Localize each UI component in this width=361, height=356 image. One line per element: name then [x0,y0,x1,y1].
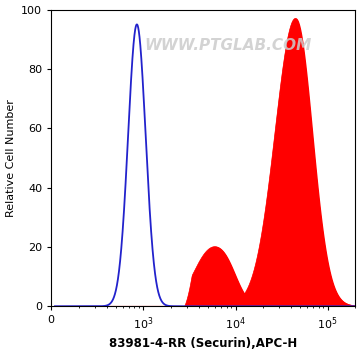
X-axis label: 83981-4-RR (Securin),APC-H: 83981-4-RR (Securin),APC-H [109,337,297,350]
Y-axis label: Relative Cell Number: Relative Cell Number [5,99,16,217]
Text: WWW.PTGLAB.COM: WWW.PTGLAB.COM [144,38,311,53]
